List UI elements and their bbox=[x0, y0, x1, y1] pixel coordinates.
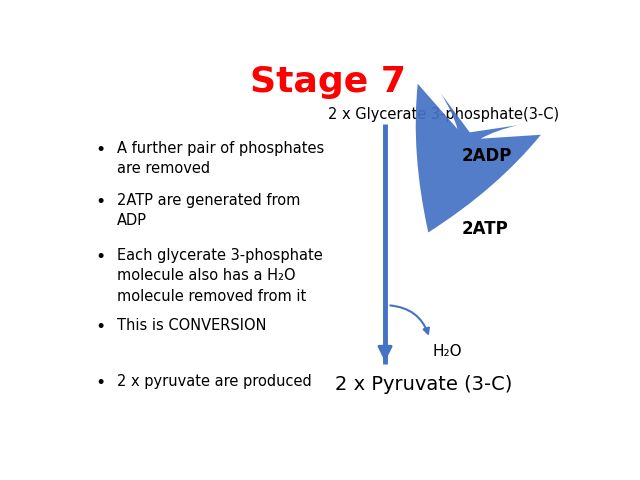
FancyArrowPatch shape bbox=[390, 305, 429, 334]
Text: A further pair of phosphates
are removed: A further pair of phosphates are removed bbox=[117, 141, 324, 176]
Text: •: • bbox=[95, 141, 105, 159]
Text: 2ADP: 2ADP bbox=[462, 146, 512, 165]
Text: Each glycerate 3-phosphate
molecule also has a H₂O
molecule removed from it: Each glycerate 3-phosphate molecule also… bbox=[117, 248, 323, 304]
Text: •: • bbox=[95, 318, 105, 336]
Text: 2ATP are generated from
ADP: 2ATP are generated from ADP bbox=[117, 192, 301, 228]
Text: This is CONVERSION: This is CONVERSION bbox=[117, 318, 267, 333]
Text: •: • bbox=[95, 373, 105, 392]
Text: •: • bbox=[95, 192, 105, 211]
Text: •: • bbox=[95, 248, 105, 266]
Text: H₂O: H₂O bbox=[432, 344, 462, 359]
FancyArrowPatch shape bbox=[416, 84, 541, 232]
Text: Stage 7: Stage 7 bbox=[250, 65, 406, 98]
Text: 2ATP: 2ATP bbox=[462, 220, 509, 239]
Text: 2 x Glycerate 3-phosphate(3-C): 2 x Glycerate 3-phosphate(3-C) bbox=[328, 108, 559, 122]
Text: 2 x pyruvate are produced: 2 x pyruvate are produced bbox=[117, 373, 312, 389]
Text: 2 x Pyruvate (3-C): 2 x Pyruvate (3-C) bbox=[335, 375, 513, 395]
